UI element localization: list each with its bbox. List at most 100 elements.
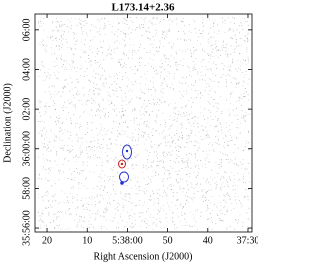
noise-dot [110, 76, 112, 78]
noise-dot [98, 108, 99, 110]
noise-dot [144, 73, 146, 75]
noise-dot [120, 31, 122, 33]
noise-dot [119, 23, 120, 24]
noise-dot [137, 68, 138, 70]
noise-dot [117, 78, 119, 80]
noise-dot [71, 179, 73, 180]
noise-dot [203, 201, 205, 203]
noise-dot [109, 202, 110, 204]
noise-dot [160, 71, 162, 73]
noise-dot [68, 31, 70, 33]
noise-dot [213, 23, 214, 25]
noise-dot [108, 45, 110, 47]
noise-dot [73, 54, 75, 55]
noise-dot [103, 190, 104, 191]
noise-dot [110, 220, 112, 222]
noise-dot [229, 70, 230, 72]
noise-dot [38, 178, 40, 179]
noise-dot [187, 65, 188, 67]
noise-dot [82, 87, 84, 89]
noise-dot [200, 136, 202, 137]
noise-dot [182, 83, 183, 85]
noise-dot [71, 89, 73, 90]
noise-dot [83, 208, 85, 210]
noise-dot [164, 61, 166, 63]
noise-dot [45, 169, 47, 170]
noise-dot [189, 135, 191, 137]
noise-dot [168, 170, 170, 171]
noise-dot [124, 33, 126, 35]
noise-dot [200, 160, 201, 162]
noise-dot [105, 133, 107, 135]
noise-dot [109, 178, 111, 180]
noise-dot [42, 154, 44, 155]
noise-dot [88, 223, 90, 225]
noise-dot [44, 71, 46, 73]
noise-dot [81, 152, 83, 153]
noise-dot [197, 40, 198, 42]
noise-dot [175, 171, 177, 172]
noise-dot [215, 188, 217, 190]
noise-dot [150, 195, 151, 197]
noise-dot [86, 207, 87, 208]
noise-dot [181, 127, 183, 129]
noise-dot [209, 58, 211, 59]
noise-dot [215, 181, 217, 183]
noise-dot [172, 221, 173, 222]
noise-dot [245, 21, 247, 22]
noise-dot [129, 101, 131, 103]
noise-dot [120, 213, 122, 215]
noise-dot [85, 197, 86, 199]
noise-dot [38, 100, 40, 102]
noise-dot [197, 116, 199, 118]
noise-dot [79, 147, 81, 149]
noise-dot [243, 150, 245, 151]
noise-dot [115, 139, 117, 141]
noise-dot [60, 139, 62, 141]
noise-dot [118, 23, 120, 24]
noise-dot [215, 136, 217, 137]
noise-dot [129, 225, 131, 227]
noise-dot [65, 201, 67, 203]
noise-dot [44, 106, 45, 107]
noise-dot [54, 72, 55, 74]
noise-dot [109, 138, 111, 139]
noise-dot [148, 27, 149, 29]
noise-dot [156, 114, 158, 116]
noise-dot [153, 102, 155, 104]
noise-dot [207, 41, 209, 42]
noise-dot [143, 123, 145, 124]
noise-dot [132, 84, 134, 85]
noise-dot [94, 60, 96, 61]
noise-dot [162, 34, 164, 35]
noise-dot [74, 97, 75, 99]
noise-dot [86, 153, 88, 155]
noise-dot [106, 160, 108, 161]
noise-dot [168, 19, 170, 21]
noise-dot [187, 184, 189, 186]
noise-dot [64, 31, 65, 33]
noise-dot [145, 84, 146, 85]
noise-dot [127, 211, 128, 213]
noise-dot [228, 145, 229, 146]
noise-dot [216, 46, 217, 47]
noise-dot [230, 179, 232, 181]
noise-dot [168, 58, 170, 60]
noise-dot [184, 212, 185, 214]
noise-dot [66, 69, 67, 70]
noise-dot [175, 51, 177, 53]
noise-dot [218, 167, 220, 169]
noise-dot [125, 64, 127, 65]
noise-dot [225, 154, 226, 155]
noise-dot [205, 66, 207, 67]
noise-dot [86, 22, 88, 24]
noise-dot [226, 211, 228, 213]
noise-dot [219, 195, 221, 197]
noise-dot [229, 113, 231, 114]
noise-dot [234, 164, 236, 166]
noise-dot [172, 150, 173, 152]
noise-dot [120, 164, 122, 165]
noise-dot [159, 47, 160, 49]
noise-dot [166, 135, 168, 137]
noise-dot [114, 156, 116, 158]
